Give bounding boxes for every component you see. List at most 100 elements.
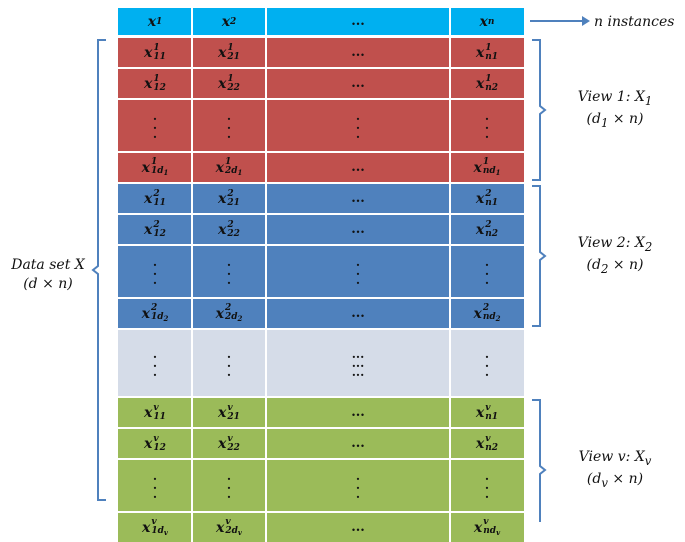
view-label-title: View 1: X1	[560, 88, 670, 110]
middle-ellipsis-block	[118, 330, 524, 396]
var-x: x	[218, 435, 227, 452]
vertical-dots: ...	[153, 470, 157, 500]
column-divider	[191, 398, 193, 542]
row-divider	[118, 511, 524, 513]
dot: .	[226, 118, 232, 132]
vdots-cell: ...	[450, 246, 524, 297]
var-x: x	[475, 75, 485, 92]
vertical-dots: ...	[152, 109, 158, 141]
superscript: 2	[227, 188, 234, 199]
view-label-text: View v: X	[578, 449, 645, 465]
var-x: x	[215, 159, 224, 176]
middle-vdots-cell: ...	[192, 330, 266, 396]
var-x: x	[473, 519, 483, 536]
vertical-dots: ...	[226, 256, 232, 287]
header-row	[118, 8, 524, 35]
sub-subscript: 1	[495, 168, 501, 177]
dot: .	[355, 264, 361, 278]
index-stack: v 21	[227, 402, 240, 422]
matrix-entry: x v n1	[450, 398, 524, 427]
arrow-right-icon	[530, 16, 590, 26]
dims-subscript: 2	[600, 261, 609, 276]
arrow-head	[582, 16, 590, 26]
matrix-entry: ...	[266, 69, 450, 98]
dot: .	[226, 478, 232, 492]
subscript: 12	[153, 442, 166, 453]
header-divider	[449, 8, 451, 35]
middle-vdots-cell: ...	[450, 330, 524, 396]
subscript: 22	[227, 82, 240, 93]
superscript: 1	[153, 73, 160, 84]
view-label-text: View 1: X	[577, 89, 645, 105]
subscript: 21	[227, 51, 240, 62]
vdots-cell: ...	[118, 100, 192, 151]
matrix-entry: x 1 1d1	[118, 153, 192, 182]
dot: .	[152, 127, 158, 141]
superscript: 1	[227, 73, 234, 84]
column-divider	[191, 330, 193, 396]
var-x: x	[475, 404, 485, 421]
ellipsis: ...	[351, 45, 365, 60]
subscript: 1d1	[150, 166, 169, 178]
subscript: 12	[153, 228, 166, 239]
view-label-subscript: v	[644, 453, 652, 468]
ellipsis: ...	[351, 405, 365, 420]
column-divider	[449, 330, 451, 396]
vdots-cell: ...	[192, 460, 266, 511]
matrix-entry: ...	[266, 215, 450, 244]
view-label-dims: (d1 × n)	[560, 110, 670, 132]
dims-text: (d	[586, 470, 602, 487]
subscript: 1d2	[150, 312, 169, 324]
sub-subscript: 2	[495, 314, 501, 323]
matrix-entry: x 2 2d2	[192, 299, 266, 328]
dot: .	[226, 273, 232, 287]
superscript: 2	[153, 188, 160, 199]
subscript: n1	[485, 411, 499, 422]
ellipsis: ...	[351, 160, 365, 175]
superscript: v	[227, 402, 233, 413]
dot: .	[226, 469, 232, 483]
index-stack: 1 22	[227, 73, 240, 93]
dot: ...	[351, 364, 365, 379]
superscript: 2	[224, 303, 232, 313]
matrix-entry: x 2 n2	[450, 215, 524, 244]
subscript: n1	[485, 51, 499, 62]
superscript: 2	[485, 188, 492, 199]
braces-layer	[91, 39, 547, 522]
sub-subscript: 2	[163, 314, 169, 323]
index-stack: v 11	[153, 403, 166, 422]
subscript: nd1	[482, 166, 501, 178]
vertical-dots: ...	[152, 348, 158, 379]
dot: .	[152, 109, 158, 123]
row-divider	[118, 297, 524, 299]
ellipsis: ...	[351, 14, 365, 29]
superscript: 1	[224, 157, 232, 167]
matrix-entry: x 1 22	[192, 69, 266, 98]
dot: .	[226, 264, 232, 278]
subscript: 22	[227, 228, 240, 239]
var-x: x	[144, 221, 153, 238]
index-stack: 1 n1	[485, 42, 499, 62]
superscript: 1	[485, 42, 492, 53]
dot: .	[226, 109, 232, 123]
matrix-entry: x 1 2d1	[192, 153, 266, 182]
dot: .	[484, 118, 490, 132]
view-brace	[532, 39, 547, 181]
matrix-entry: x 1 n2	[450, 69, 524, 98]
vdots-cell: ...	[118, 246, 192, 297]
header-cell: ...	[266, 8, 450, 35]
vertical-dots: ...	[227, 348, 231, 378]
matrix-entry: ...	[266, 429, 450, 458]
dot: .	[355, 273, 361, 287]
dot: .	[152, 364, 158, 379]
superscript: v	[485, 402, 491, 413]
view-label: View 2: X2 (d2 × n)	[560, 234, 670, 277]
superscript: 1	[153, 42, 160, 53]
var-x: x	[218, 190, 227, 207]
ellipsis: ...	[351, 436, 365, 451]
subscript: n2	[485, 82, 499, 93]
superscript: v	[227, 433, 233, 444]
var-x: x	[475, 435, 485, 452]
